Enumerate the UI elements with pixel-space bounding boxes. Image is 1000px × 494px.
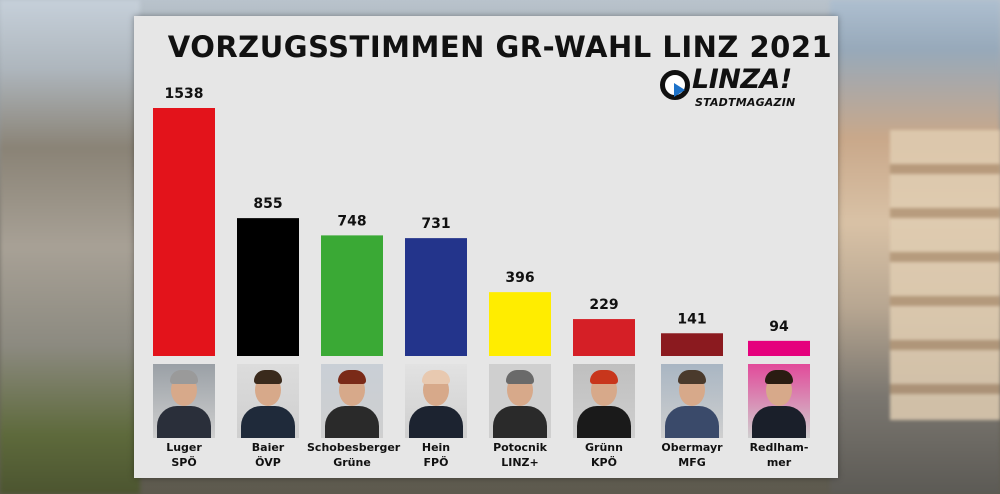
photo-hair xyxy=(765,370,793,384)
bar-1 xyxy=(153,108,215,356)
data-label-5: 396 xyxy=(505,270,534,286)
photo-body xyxy=(493,406,547,438)
play-icon xyxy=(674,83,685,97)
logo-name: LINZA! xyxy=(692,64,792,95)
bar-8 xyxy=(748,340,810,356)
bar-5 xyxy=(489,292,551,356)
bar-4 xyxy=(405,238,467,356)
candidate-photo-5 xyxy=(489,364,551,438)
candidate-label-3: Schobesberger Grüne xyxy=(307,440,401,470)
data-label-3: 748 xyxy=(337,213,366,229)
candidate-label-2: Baier ÖVP xyxy=(223,440,313,470)
background-left xyxy=(0,0,140,494)
candidate-photo-6 xyxy=(573,364,635,438)
data-label-8: 94 xyxy=(769,319,789,335)
bar-2 xyxy=(237,218,299,356)
data-label-4: 731 xyxy=(421,216,450,232)
candidate-name: Luger xyxy=(166,441,202,454)
candidate-party: ÖVP xyxy=(255,456,281,469)
candidate-party: mer xyxy=(766,456,792,469)
data-label-2: 855 xyxy=(253,196,282,212)
play-circle-icon xyxy=(660,70,690,100)
candidate-name: Schobesberger xyxy=(307,441,401,454)
background-building xyxy=(890,130,1000,420)
bar-6 xyxy=(573,319,635,356)
candidate-name: Grünn xyxy=(585,441,623,454)
candidate-name: Potocnik xyxy=(493,441,547,454)
photo-body xyxy=(409,406,463,438)
candidate-party: MFG xyxy=(678,456,706,469)
candidate-label-7: Obermayr MFG xyxy=(647,440,737,470)
bar-7 xyxy=(661,333,723,356)
candidate-name: Hein xyxy=(421,441,451,454)
candidate-photo-1 xyxy=(153,364,215,438)
photo-hair xyxy=(590,370,618,384)
photo-body xyxy=(577,406,631,438)
candidate-party: SPÖ xyxy=(171,456,197,469)
data-label-7: 141 xyxy=(677,311,706,327)
candidate-photo-7 xyxy=(661,364,723,438)
linza-logo: LINZA! STADTMAGAZIN xyxy=(660,64,810,116)
candidate-photo-4 xyxy=(405,364,467,438)
photo-body xyxy=(325,406,379,438)
photo-hair xyxy=(338,370,366,384)
photo-body xyxy=(157,406,211,438)
photo-body xyxy=(241,406,295,438)
photo-hair xyxy=(254,370,282,384)
data-label-1: 1538 xyxy=(165,86,204,102)
logo-subtitle: STADTMAGAZIN xyxy=(695,96,796,109)
candidate-name: Baier xyxy=(251,441,285,454)
photo-body xyxy=(752,406,806,438)
candidate-party: Grüne xyxy=(333,456,371,469)
chart-title: VORZUGSSTIMMEN GR-WAHL LINZ 2021 xyxy=(167,30,833,64)
candidate-photo-8 xyxy=(748,364,810,438)
candidate-party: KPÖ xyxy=(591,456,617,469)
candidate-photo-2 xyxy=(237,364,299,438)
candidate-party: LINZ+ xyxy=(501,456,539,469)
photo-hair xyxy=(506,370,534,384)
candidate-photo-3 xyxy=(321,364,383,438)
data-label-6: 229 xyxy=(589,297,618,313)
photo-hair xyxy=(678,370,706,384)
candidate-label-1: Luger SPÖ xyxy=(139,440,229,470)
candidate-name: Redlham- xyxy=(749,441,809,454)
bar-3 xyxy=(321,235,383,356)
candidate-party: FPÖ xyxy=(423,456,449,469)
candidate-label-4: Hein FPÖ xyxy=(391,440,481,470)
candidate-label-6: Grünn KPÖ xyxy=(559,440,649,470)
candidate-label-8: Redlham-mer xyxy=(734,440,824,470)
photo-hair xyxy=(422,370,450,384)
photo-body xyxy=(665,406,719,438)
photo-hair xyxy=(170,370,198,384)
candidate-label-5: Potocnik LINZ+ xyxy=(475,440,565,470)
candidate-name: Obermayr xyxy=(661,441,723,454)
